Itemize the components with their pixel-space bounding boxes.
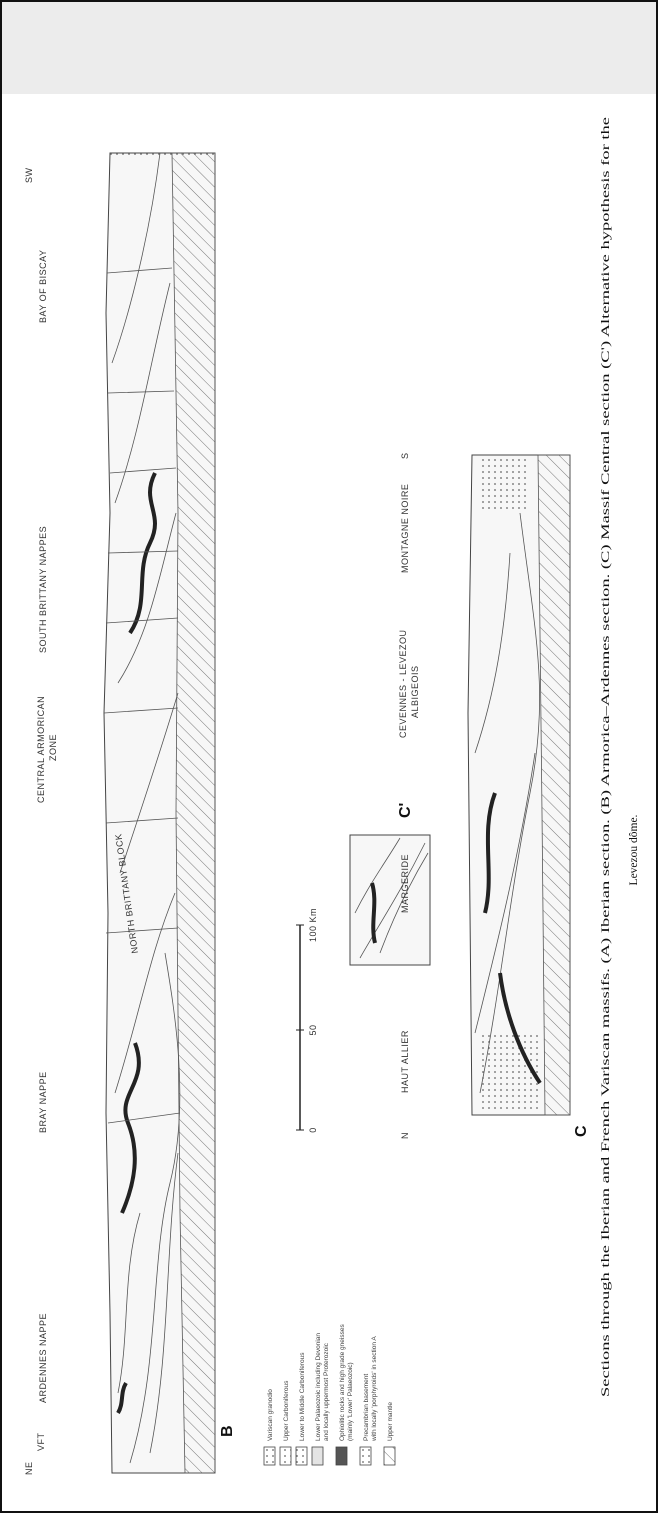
section-label: MONTAGNE NOIRE	[400, 484, 410, 573]
legend-swatch	[360, 1447, 371, 1465]
section-label: MARGERIDE	[400, 854, 410, 913]
section-label: CEVENNES - LEVEZOU	[398, 629, 408, 738]
legend-text: Lower Palaeozoic including Devonian	[315, 1333, 322, 1441]
caption: Sections through the Iberian and French …	[600, 117, 612, 1397]
section-label: SOUTH BRITTANY NAPPES	[38, 526, 48, 653]
section-letter: C	[573, 1125, 590, 1137]
legend-text: Variscan granodio	[267, 1389, 274, 1441]
section-label: BRAY NAPPE	[38, 1071, 48, 1133]
section-label: CENTRAL ARMORICAN	[36, 696, 46, 803]
caption: Levezou dôme.	[628, 814, 640, 885]
section-letter: C'	[397, 803, 414, 818]
end-label: NE	[24, 1461, 34, 1475]
legend-text: Upper Carboniferous	[283, 1380, 290, 1441]
top-band	[2, 2, 656, 94]
section-c-drawing	[468, 455, 570, 1115]
legend-swatch	[384, 1447, 395, 1465]
legend-swatch	[336, 1447, 347, 1465]
section-letter: B	[219, 1425, 236, 1437]
end-label: S	[400, 452, 410, 459]
section-label: HAUT ALLIER	[400, 1030, 410, 1093]
legend-swatch	[280, 1447, 291, 1465]
legend-swatch	[264, 1447, 275, 1465]
section-label: ALBIGEOIS	[410, 665, 420, 718]
section-label: BAY OF BISCAY	[38, 249, 48, 323]
legend-text: Ophiolitic rocks and high grade gneisses	[339, 1324, 346, 1441]
legend-text: Upper mantle	[387, 1402, 394, 1441]
legend-text: Precambrian basement	[363, 1374, 370, 1441]
legend-swatch	[312, 1447, 323, 1465]
scale-label: 50	[308, 1024, 318, 1035]
scale-label: 0	[308, 1127, 318, 1133]
section-c-prime-drawing	[350, 835, 430, 965]
section-label: ARDENNES NAPPE	[38, 1313, 48, 1403]
legend-text: and locally uppermost Proterozoic	[323, 1342, 330, 1441]
legend-swatch	[296, 1447, 307, 1465]
section-label: VFT	[36, 1432, 46, 1451]
legend-text: Lower to Middle Carboniferous	[299, 1352, 306, 1441]
page: NE SW B C C' N S 0 50 100 Km Sections th…	[0, 0, 658, 1513]
section-label: ZONE	[48, 734, 58, 761]
scale-label: 100 Km	[308, 908, 318, 942]
end-label: N	[400, 1132, 410, 1139]
legend-text: (mainly 'Lower' Palaeozoic)	[347, 1362, 354, 1441]
section-b-drawing	[104, 153, 215, 1473]
end-label: SW	[24, 167, 34, 183]
legend-text: with locally 'porphyroids' in section A	[371, 1336, 378, 1442]
